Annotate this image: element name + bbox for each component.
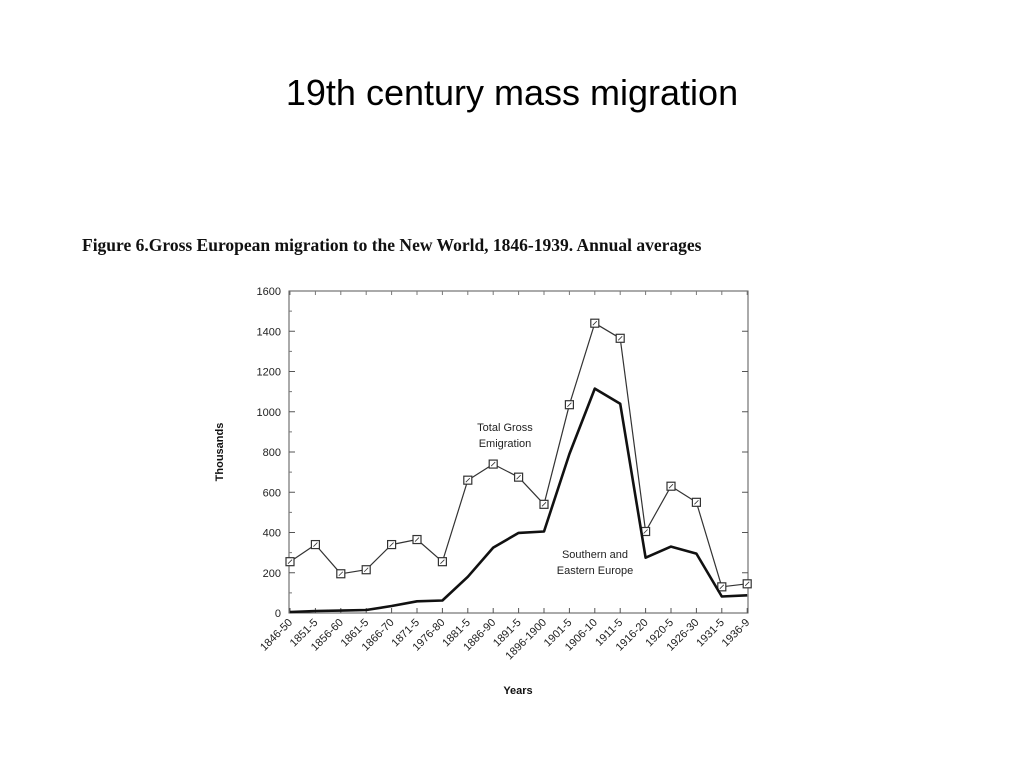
x-axis-title: Years: [503, 685, 532, 697]
y-tick-label: 0: [275, 608, 281, 620]
data-point-marker-mark: [516, 474, 521, 480]
y-tick-label: 1200: [257, 367, 281, 379]
figure-caption: Figure 6.Gross European migration to the…: [82, 235, 702, 255]
y-tick-label: 1600: [257, 286, 281, 298]
data-point-marker-mark: [313, 542, 318, 547]
series-line-1: [289, 322, 748, 588]
y-tick-label: 800: [263, 447, 281, 459]
data-point-marker-mark: [465, 477, 471, 483]
y-tick-label: 400: [263, 528, 281, 540]
data-point-marker-mark: [440, 559, 445, 564]
y-tick-label: 200: [263, 568, 281, 580]
y-tick-label: 600: [263, 487, 281, 499]
data-point-marker-mark: [592, 320, 598, 326]
series-line-2: [289, 387, 748, 614]
y-tick-label: 1000: [257, 407, 281, 419]
data-point-marker-mark: [617, 336, 623, 341]
data-point-marker-mark: [338, 571, 344, 577]
data-point-marker-mark: [490, 461, 496, 467]
series-label-1: Total Gross Emigration: [477, 422, 533, 450]
data-point-marker-mark: [567, 402, 572, 407]
series-label-2: Southern and Eastern Europe: [557, 549, 633, 577]
data-point-marker-mark: [363, 567, 369, 573]
x-tick-label: 1846-50: [258, 617, 295, 654]
slide-title: 19th century mass migration: [285, 72, 739, 113]
data-point-marker-mark: [694, 500, 699, 505]
y-tick-label: 1400: [257, 326, 281, 338]
data-point-marker-mark: [643, 529, 648, 534]
data-point-marker-mark: [389, 542, 394, 547]
data-point-marker-mark: [719, 584, 725, 590]
data-point-marker-mark: [287, 559, 293, 564]
data-point-marker-mark: [668, 483, 674, 489]
y-axis-title: Thousands: [214, 423, 226, 482]
data-point-marker-mark: [541, 502, 547, 507]
data-point-marker-mark: [414, 537, 420, 542]
plot-frame: [288, 290, 749, 614]
data-point-marker-mark: [744, 581, 750, 587]
x-tick-label: 1936-9: [720, 617, 753, 650]
